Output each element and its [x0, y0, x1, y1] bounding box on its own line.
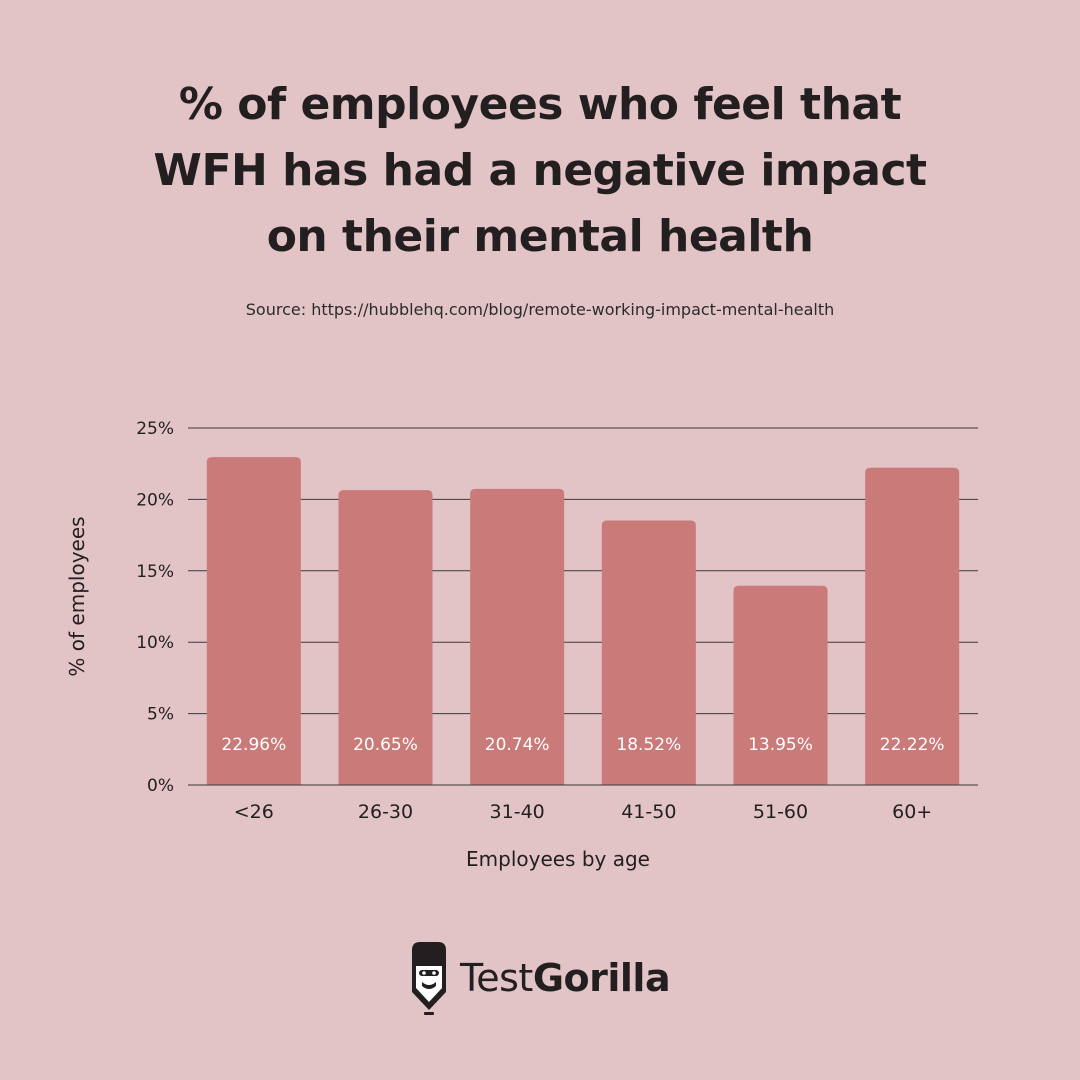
y-tick-label: 25% — [136, 419, 174, 439]
x-tick-label: 60+ — [892, 801, 932, 823]
bar-value-label: 18.52% — [616, 735, 681, 755]
bar — [470, 488, 565, 785]
title-line: % of employees who feel that — [178, 79, 902, 130]
bar-value-label: 22.96% — [221, 735, 286, 755]
y-tick-label: 0% — [147, 776, 174, 796]
brand-name-bold: Gorilla — [532, 956, 671, 1000]
y-tick-label: 5% — [147, 705, 174, 725]
bar — [601, 520, 696, 785]
brand-name-regular: Test — [460, 956, 533, 1000]
bar-value-label: 20.74% — [485, 735, 550, 755]
x-tick-label: <26 — [234, 801, 274, 823]
y-tick-label: 10% — [136, 633, 174, 653]
x-tick-label: 51-60 — [753, 801, 808, 823]
x-axis-title: Employees by age — [466, 847, 650, 871]
bar-value-label: 20.65% — [353, 735, 418, 755]
chart-title: % of employees who feel that WFH has had… — [40, 72, 1040, 270]
bar-chart: 0% 5% 10% 15% 20% 25% 22.96% <26 20.65% 26-30 20.7… — [65, 419, 978, 871]
x-tick-label: 41-50 — [621, 801, 676, 823]
bar — [338, 490, 433, 785]
bar — [733, 585, 828, 785]
bar-value-label: 13.95% — [748, 735, 813, 755]
title-line: on their mental health — [266, 211, 814, 262]
bar — [206, 457, 301, 785]
y-tick-label: 15% — [136, 562, 174, 582]
title-line: WFH has had a negative impact — [153, 145, 927, 196]
y-tick-label: 20% — [136, 490, 174, 510]
bar-value-label: 22.22% — [880, 735, 945, 755]
gorilla-icon — [412, 942, 446, 1015]
bar — [865, 467, 960, 785]
x-tick-label: 31-40 — [490, 801, 545, 823]
brand-name: TestGorilla — [460, 956, 671, 1000]
brand-logo: TestGorilla — [408, 938, 671, 1018]
x-tick-label: 26-30 — [358, 801, 413, 823]
source-caption: Source: https://hubblehq.com/blog/remote… — [245, 300, 835, 319]
y-axis-title: % of employees — [65, 516, 89, 676]
